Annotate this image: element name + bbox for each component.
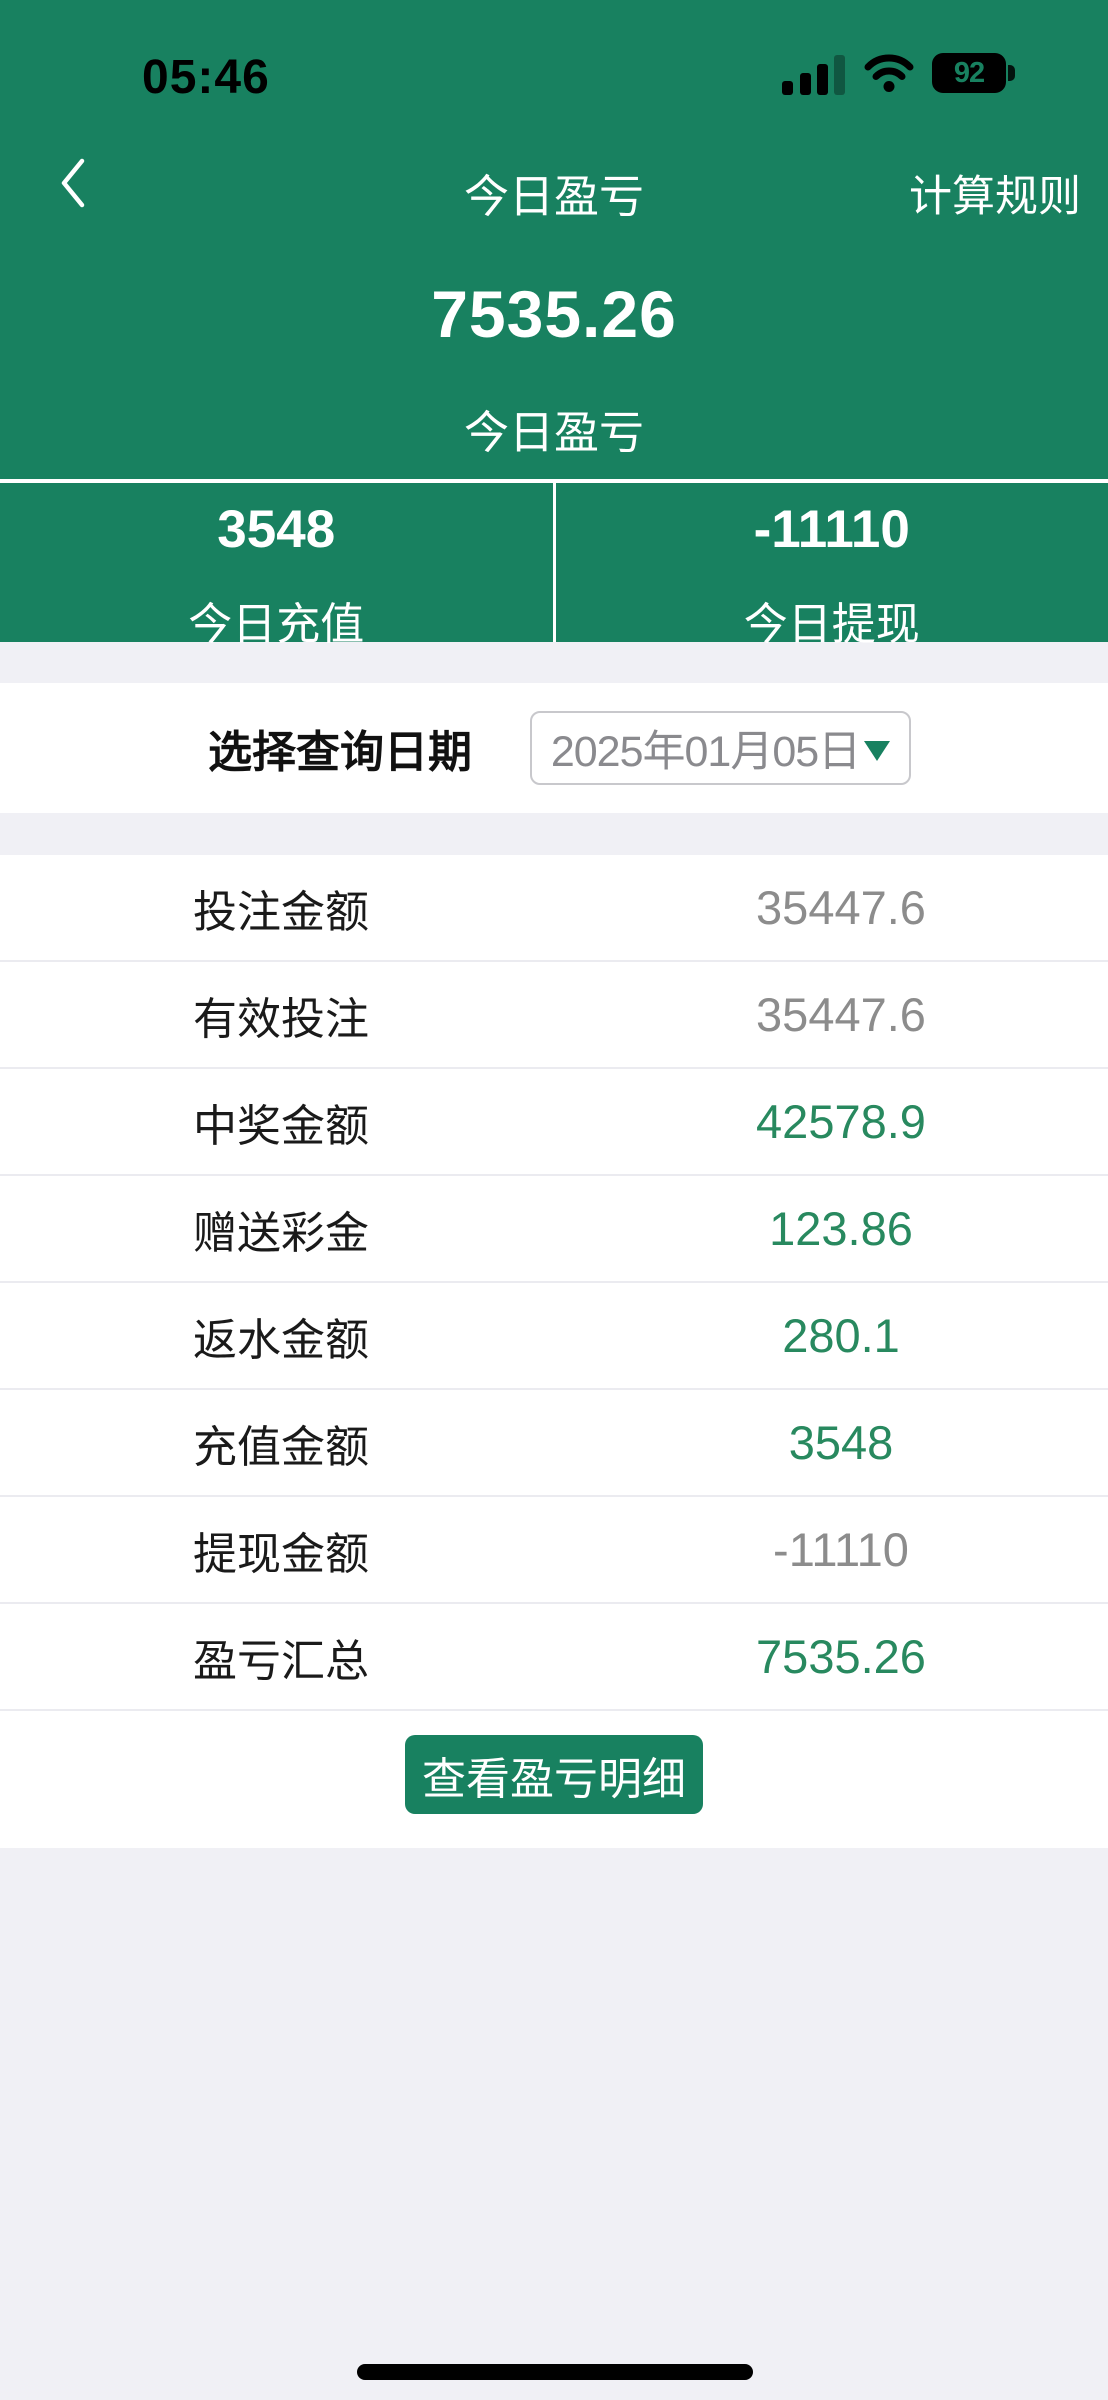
- home-indicator[interactable]: [357, 2364, 753, 2380]
- row-value: 7535.26: [756, 1630, 926, 1683]
- table-row: 中奖金额 42578.9: [0, 1069, 1108, 1176]
- table-row: 有效投注 35447.6: [0, 962, 1108, 1069]
- row-value-wrap: 42578.9: [631, 1094, 1051, 1149]
- row-value-wrap: 35447.6: [631, 987, 1051, 1042]
- deposit-label: 今日充值: [188, 600, 365, 649]
- row-label: 有效投注: [193, 994, 369, 1044]
- table-row: 赠送彩金 123.86: [0, 1176, 1108, 1283]
- cellular-signal-icon: [782, 55, 845, 95]
- battery-nub: [1008, 65, 1015, 81]
- deposit-cell: 3548 今日充值: [0, 483, 553, 649]
- table-row: 提现金额 -11110: [0, 1497, 1108, 1604]
- row-value: 42578.9: [756, 1095, 926, 1148]
- back-button[interactable]: [50, 152, 96, 216]
- row-value: 35447.6: [756, 881, 926, 934]
- table-row: 返水金额 280.1: [0, 1283, 1108, 1390]
- date-picker-select[interactable]: 2025年01月05日: [530, 711, 911, 785]
- row-value-wrap: 280.1: [631, 1308, 1051, 1363]
- row-label: 赠送彩金: [193, 1208, 369, 1258]
- row-value: 280.1: [782, 1309, 900, 1362]
- row-value-wrap: -11110: [631, 1522, 1051, 1577]
- status-icons: 92: [782, 50, 1015, 96]
- row-label: 盈亏汇总: [193, 1636, 369, 1686]
- table-row: 投注金额 35447.6: [0, 855, 1108, 962]
- row-value: 123.86: [769, 1202, 913, 1255]
- date-picker-row: 选择查询日期 2025年01月05日: [0, 683, 1108, 813]
- withdraw-cell: -11110 今日提现: [552, 483, 1108, 649]
- row-value-wrap: 123.86: [631, 1201, 1051, 1256]
- table-row: 充值金额 3548: [0, 1390, 1108, 1497]
- row-label: 投注金额: [193, 887, 369, 937]
- wifi-icon: [864, 54, 914, 92]
- table-row: 盈亏汇总 7535.26: [0, 1604, 1108, 1711]
- row-label: 提现金额: [193, 1529, 369, 1579]
- pnl-table: 投注金额 35447.6 有效投注 35447.6 中奖金额 42578.9 赠…: [0, 855, 1108, 1711]
- row-value-wrap: 35447.6: [631, 880, 1051, 935]
- view-pnl-details-button[interactable]: 查看盈亏明细: [405, 1735, 703, 1814]
- battery-icon: 92: [932, 53, 1015, 93]
- row-label: 返水金额: [193, 1315, 369, 1365]
- row-value: 3548: [788, 1416, 894, 1469]
- today-pnl-amount: 7535.26: [431, 277, 677, 351]
- withdraw-label: 今日提现: [743, 600, 920, 649]
- row-value: -11110: [773, 1523, 909, 1576]
- date-picker-value: 2025年01月05日: [550, 728, 861, 776]
- row-value-wrap: 7535.26: [631, 1629, 1051, 1684]
- date-picker-label: 选择查询日期: [208, 728, 472, 777]
- calc-rules-link[interactable]: 计算规则: [909, 162, 1081, 224]
- row-value-wrap: 3548: [631, 1415, 1051, 1470]
- status-time: 05:46: [142, 51, 270, 104]
- chevron-left-icon: [61, 158, 85, 207]
- battery-percent: 92: [953, 56, 985, 89]
- header-panel: 05:46 92 今日盈亏 计算规则 7535.26 今日盈亏: [0, 0, 1108, 479]
- today-pnl-label: 今日盈亏: [463, 407, 644, 458]
- withdraw-value: -11110: [753, 500, 910, 559]
- deposit-value: 3548: [217, 500, 336, 559]
- page-title: 今日盈亏: [463, 171, 644, 222]
- row-value: 35447.6: [756, 988, 926, 1041]
- button-section: 查看盈亏明细: [0, 1711, 1108, 1848]
- navbar: 今日盈亏 计算规则: [0, 146, 1108, 226]
- summary-cells: 3548 今日充值 -11110 今日提现: [0, 479, 1108, 649]
- chevron-down-icon: [864, 741, 891, 761]
- row-label: 中奖金额: [193, 1101, 369, 1151]
- row-label: 充值金额: [193, 1422, 369, 1472]
